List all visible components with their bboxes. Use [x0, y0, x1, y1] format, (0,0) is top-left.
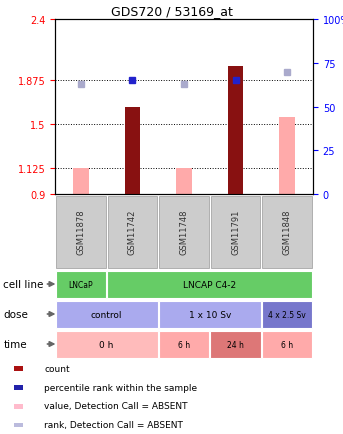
Bar: [56, 301, 158, 328]
Bar: [176, 169, 192, 194]
Text: GSM11742: GSM11742: [128, 209, 137, 255]
Text: LNCAP C4-2: LNCAP C4-2: [183, 280, 236, 289]
Text: GSM11748: GSM11748: [179, 209, 189, 255]
Text: value, Detection Call = ABSENT: value, Detection Call = ABSENT: [44, 401, 188, 411]
Bar: [14, 404, 23, 408]
Bar: [211, 196, 260, 268]
Text: cell line: cell line: [3, 279, 44, 289]
Bar: [14, 423, 23, 427]
Text: GSM11848: GSM11848: [283, 209, 292, 255]
Text: 6 h: 6 h: [178, 340, 190, 349]
Bar: [262, 196, 312, 268]
Bar: [280, 118, 295, 194]
Bar: [56, 196, 106, 268]
Text: rank, Detection Call = ABSENT: rank, Detection Call = ABSENT: [44, 420, 183, 429]
Text: GDS720 / 53169_at: GDS720 / 53169_at: [110, 5, 233, 18]
Bar: [108, 196, 157, 268]
Text: LNCaP: LNCaP: [69, 280, 93, 289]
Text: 1 x 10 Sv: 1 x 10 Sv: [189, 310, 231, 319]
Bar: [262, 301, 312, 328]
Text: GSM11878: GSM11878: [76, 209, 85, 255]
Bar: [159, 331, 209, 358]
Text: 4 x 2.5 Sv: 4 x 2.5 Sv: [268, 310, 306, 319]
Text: control: control: [91, 310, 122, 319]
Text: dose: dose: [3, 309, 28, 319]
Bar: [56, 271, 106, 298]
Text: time: time: [3, 339, 27, 349]
Bar: [262, 331, 312, 358]
Bar: [228, 66, 243, 194]
Bar: [125, 107, 140, 194]
Text: GSM11791: GSM11791: [231, 209, 240, 255]
Bar: [14, 385, 23, 390]
Bar: [56, 331, 158, 358]
Text: 24 h: 24 h: [227, 340, 244, 349]
Text: count: count: [44, 364, 70, 373]
Bar: [159, 196, 209, 268]
Bar: [210, 331, 261, 358]
Text: 0 h: 0 h: [99, 340, 114, 349]
Text: 6 h: 6 h: [281, 340, 293, 349]
Text: percentile rank within the sample: percentile rank within the sample: [44, 383, 197, 392]
Bar: [107, 271, 312, 298]
Bar: [73, 168, 88, 194]
Bar: [14, 366, 23, 371]
Bar: [159, 301, 261, 328]
